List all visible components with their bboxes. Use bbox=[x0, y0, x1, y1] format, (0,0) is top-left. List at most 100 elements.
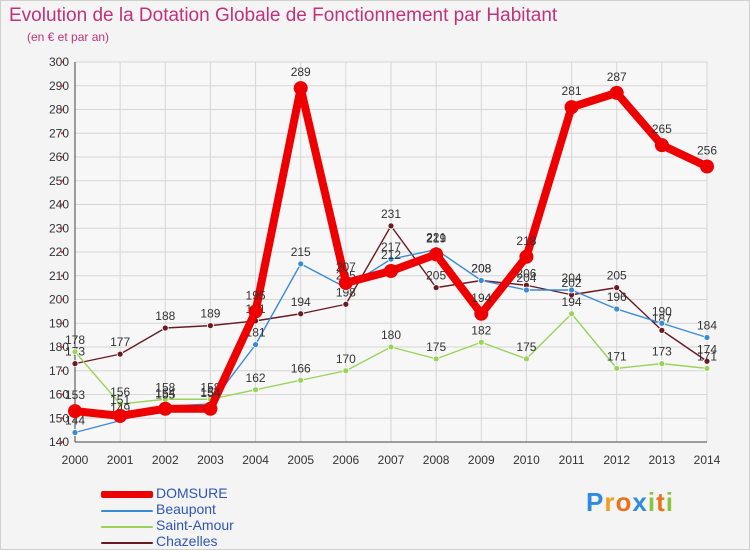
x-tick-label: 2002 bbox=[152, 453, 179, 467]
y-tick-label: 210 bbox=[49, 269, 69, 283]
x-tick-label: 2007 bbox=[378, 453, 405, 467]
y-tick-label: 280 bbox=[49, 103, 69, 117]
data-label-chazelles: 189 bbox=[200, 307, 220, 321]
data-point-domsure bbox=[158, 401, 173, 416]
data-label-domsure: 218 bbox=[516, 234, 536, 248]
data-point-beaupont bbox=[658, 319, 666, 327]
legend-label: Beaupont bbox=[156, 501, 216, 517]
data-label-domsure: 212 bbox=[381, 248, 401, 262]
data-point-chazelles bbox=[613, 284, 621, 292]
data-point-domsure bbox=[68, 404, 82, 419]
y-tick-label: 160 bbox=[49, 388, 69, 402]
data-label-chazelles: 177 bbox=[110, 335, 130, 349]
data-point-saint-amour bbox=[613, 364, 621, 372]
data-point-chazelles bbox=[342, 300, 350, 308]
data-point-saint-amour bbox=[703, 364, 711, 372]
y-tick-label: 170 bbox=[49, 364, 69, 378]
y-tick-label: 240 bbox=[49, 198, 69, 212]
data-point-domsure bbox=[203, 401, 218, 416]
data-point-domsure bbox=[700, 159, 714, 174]
data-label-domsure: 207 bbox=[336, 260, 356, 274]
data-point-saint-amour bbox=[568, 310, 575, 318]
data-label-saint-amour: 178 bbox=[65, 333, 85, 347]
data-point-domsure bbox=[429, 247, 444, 262]
proxiti-logo: Proxiti bbox=[586, 487, 674, 518]
legend-label: DOMSURE bbox=[156, 485, 228, 501]
data-point-chazelles bbox=[703, 357, 711, 365]
data-point-chazelles bbox=[387, 222, 395, 230]
y-tick-label: 230 bbox=[49, 221, 69, 235]
data-label-saint-amour: 166 bbox=[291, 361, 311, 375]
data-point-saint-amour bbox=[342, 367, 350, 375]
data-label-domsure: 194 bbox=[471, 291, 491, 305]
data-point-domsure bbox=[519, 249, 534, 264]
data-label-chazelles: 174 bbox=[697, 342, 717, 356]
y-tick-label: 150 bbox=[49, 411, 69, 425]
x-tick-label: 2012 bbox=[603, 453, 630, 467]
y-tick-label: 260 bbox=[49, 150, 69, 164]
data-label-saint-amour: 194 bbox=[562, 295, 582, 309]
data-point-domsure bbox=[654, 138, 669, 153]
logo-letter: i bbox=[665, 487, 674, 517]
y-tick-label: 290 bbox=[49, 79, 69, 93]
data-label-domsure: 154 bbox=[155, 386, 175, 400]
data-label-domsure: 151 bbox=[110, 393, 130, 407]
data-label-chazelles: 205 bbox=[426, 269, 446, 283]
data-label-chazelles: 206 bbox=[516, 266, 536, 280]
data-label-chazelles: 198 bbox=[336, 285, 356, 299]
data-label-domsure: 195 bbox=[246, 288, 266, 302]
data-point-saint-amour bbox=[116, 400, 124, 408]
legend-swatch bbox=[101, 510, 153, 512]
data-point-saint-amour bbox=[477, 338, 485, 346]
data-point-beaupont bbox=[703, 334, 711, 341]
data-point-domsure bbox=[248, 304, 263, 319]
data-label-domsure: 153 bbox=[65, 388, 85, 402]
data-point-chazelles bbox=[207, 322, 214, 330]
data-label-saint-amour: 156 bbox=[110, 385, 130, 399]
data-label-domsure: 219 bbox=[426, 231, 446, 245]
data-point-domsure bbox=[113, 408, 128, 423]
data-label-beaupont: 204 bbox=[562, 271, 582, 285]
data-point-domsure bbox=[338, 275, 353, 290]
data-label-beaupont: 144 bbox=[65, 414, 85, 428]
data-label-beaupont: 215 bbox=[291, 245, 311, 259]
data-label-beaupont: 221 bbox=[426, 231, 446, 245]
y-tick-label: 250 bbox=[49, 174, 69, 188]
x-tick-label: 2014 bbox=[694, 453, 721, 467]
data-point-chazelles bbox=[161, 324, 169, 332]
data-label-beaupont: 184 bbox=[697, 319, 717, 333]
data-point-chazelles bbox=[658, 326, 666, 334]
y-tick-label: 140 bbox=[49, 435, 69, 449]
data-label-saint-amour: 170 bbox=[336, 352, 356, 366]
data-point-beaupont bbox=[568, 286, 575, 294]
y-tick-label: 200 bbox=[49, 293, 69, 307]
data-label-beaupont: 190 bbox=[652, 304, 672, 318]
data-label-saint-amour: 171 bbox=[607, 349, 627, 363]
data-label-saint-amour: 171 bbox=[697, 349, 717, 363]
data-label-domsure: 265 bbox=[652, 122, 672, 136]
data-label-chazelles: 205 bbox=[607, 269, 627, 283]
data-point-beaupont bbox=[477, 277, 485, 284]
data-point-beaupont bbox=[523, 286, 530, 294]
data-point-saint-amour bbox=[658, 360, 666, 368]
x-tick-label: 2005 bbox=[287, 453, 314, 467]
data-point-beaupont bbox=[252, 341, 259, 349]
data-label-saint-amour: 175 bbox=[426, 340, 446, 354]
legend-swatch bbox=[101, 491, 153, 498]
legend-swatch bbox=[101, 542, 153, 544]
data-point-chazelles bbox=[297, 310, 305, 318]
data-label-saint-amour: 173 bbox=[652, 345, 672, 359]
data-label-chazelles: 231 bbox=[381, 207, 401, 221]
data-point-domsure bbox=[474, 306, 489, 321]
x-tick-label: 2013 bbox=[649, 453, 676, 467]
data-label-saint-amour: 175 bbox=[516, 340, 536, 354]
data-point-saint-amour bbox=[387, 343, 395, 351]
data-label-saint-amour: 182 bbox=[471, 323, 491, 337]
data-point-saint-amour bbox=[523, 355, 530, 363]
data-label-beaupont: 155 bbox=[155, 387, 175, 401]
data-point-beaupont bbox=[297, 260, 305, 268]
logo-letter: t bbox=[656, 487, 666, 517]
data-point-chazelles bbox=[116, 350, 124, 358]
